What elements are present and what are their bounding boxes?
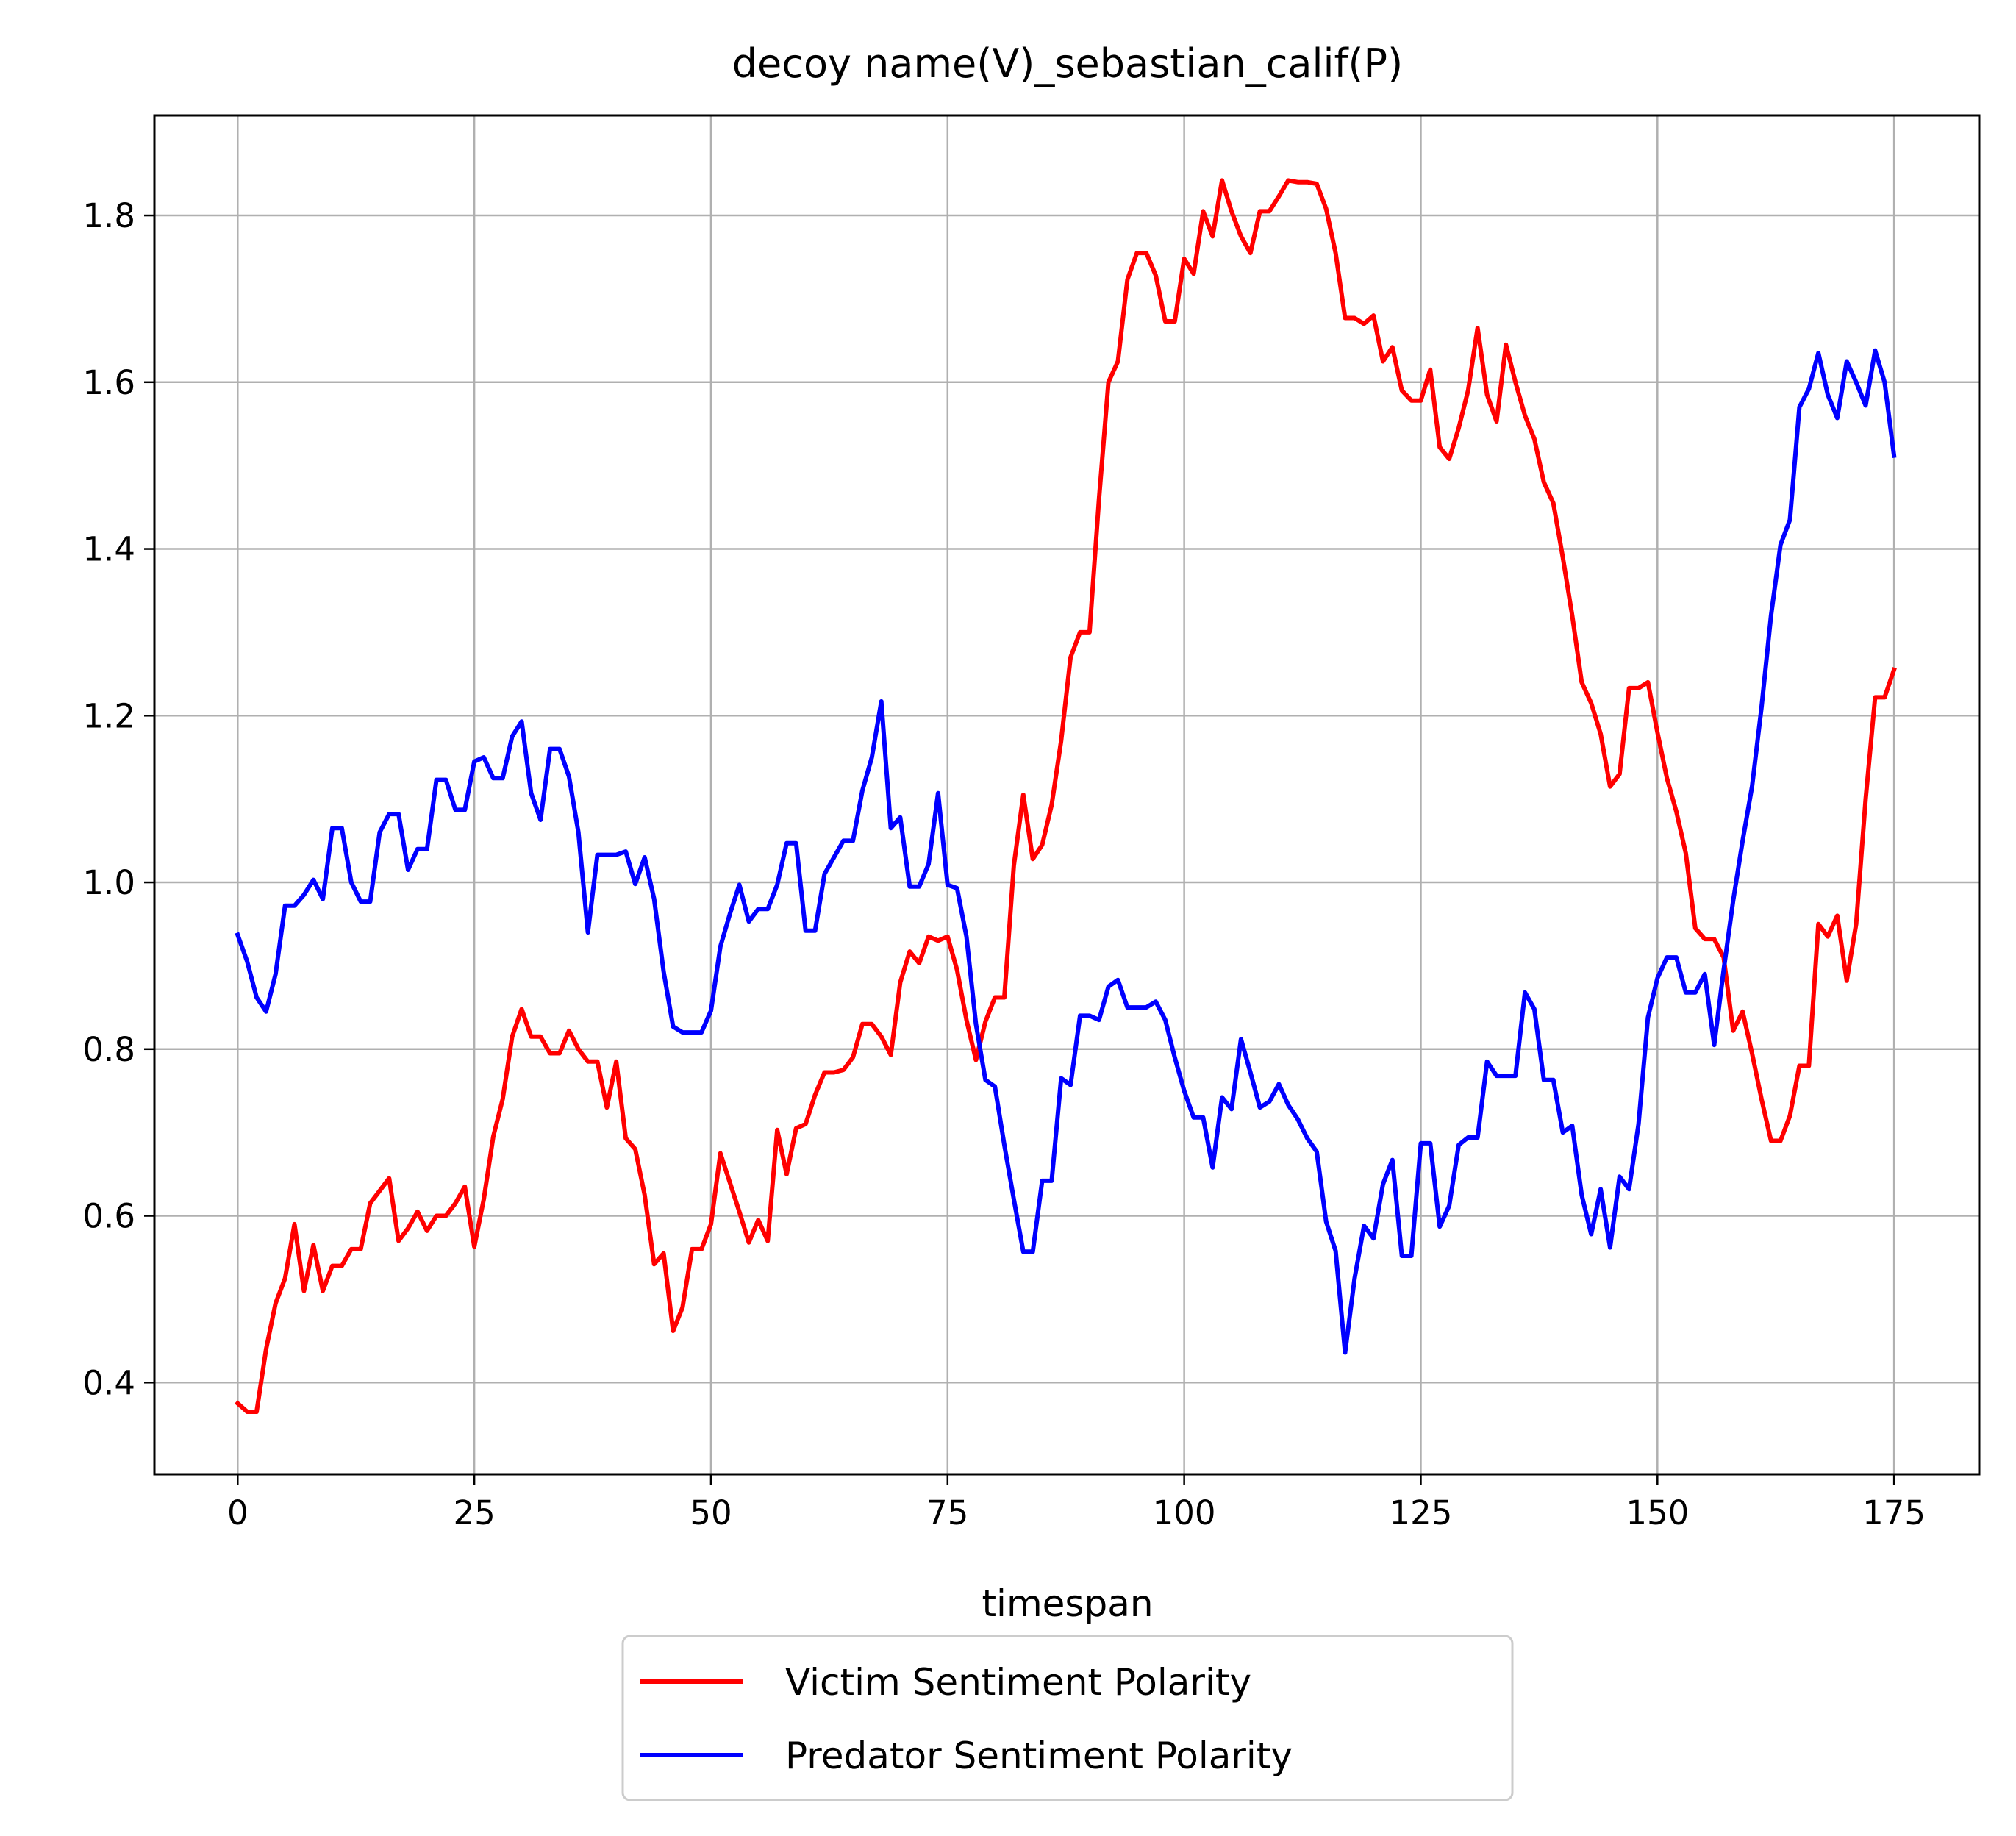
x-tick-label: 25 — [453, 1493, 495, 1532]
x-tick-label: 75 — [926, 1493, 968, 1532]
x-tick-label: 100 — [1153, 1493, 1216, 1532]
y-tick-label: 1.2 — [82, 696, 135, 735]
legend-box — [621, 1635, 1514, 1801]
y-tick-label: 0.6 — [82, 1197, 135, 1236]
x-tick-label: 0 — [227, 1493, 249, 1532]
legend: Victim Sentiment Polarity Predator Senti… — [621, 1635, 1514, 1801]
grid-lines — [154, 115, 1979, 1474]
y-tick-label: 0.4 — [82, 1363, 135, 1402]
x-axis-label: timespan — [982, 1582, 1153, 1625]
axis-ticks: 0 25 50 75 100 125 150 175 0.4 0.6 0.8 1.0 1.2 1.4 1.6… — [82, 196, 1926, 1532]
y-tick-label: 1.8 — [82, 196, 135, 235]
chart-title: decoy name(V)_sebastian_calif(P) — [732, 40, 1403, 87]
x-tick-label: 150 — [1626, 1493, 1689, 1532]
y-tick-label: 1.6 — [82, 363, 135, 402]
legend-label-victim: Victim Sentiment Polarity — [785, 1661, 1251, 1704]
legend-label-predator: Predator Sentiment Polarity — [785, 1735, 1293, 1777]
predator-sentiment-line — [235, 348, 1897, 1355]
y-tick-label: 0.8 — [82, 1030, 135, 1069]
series-lines — [235, 178, 1897, 1414]
x-tick-label: 175 — [1862, 1493, 1926, 1532]
victim-sentiment-line — [235, 178, 1897, 1414]
x-tick-label: 50 — [690, 1493, 732, 1532]
plot-area-frame — [153, 114, 1981, 1476]
y-tick-label: 1.4 — [82, 530, 135, 569]
y-tick-label: 1.0 — [82, 863, 135, 902]
x-tick-label: 125 — [1390, 1493, 1453, 1532]
